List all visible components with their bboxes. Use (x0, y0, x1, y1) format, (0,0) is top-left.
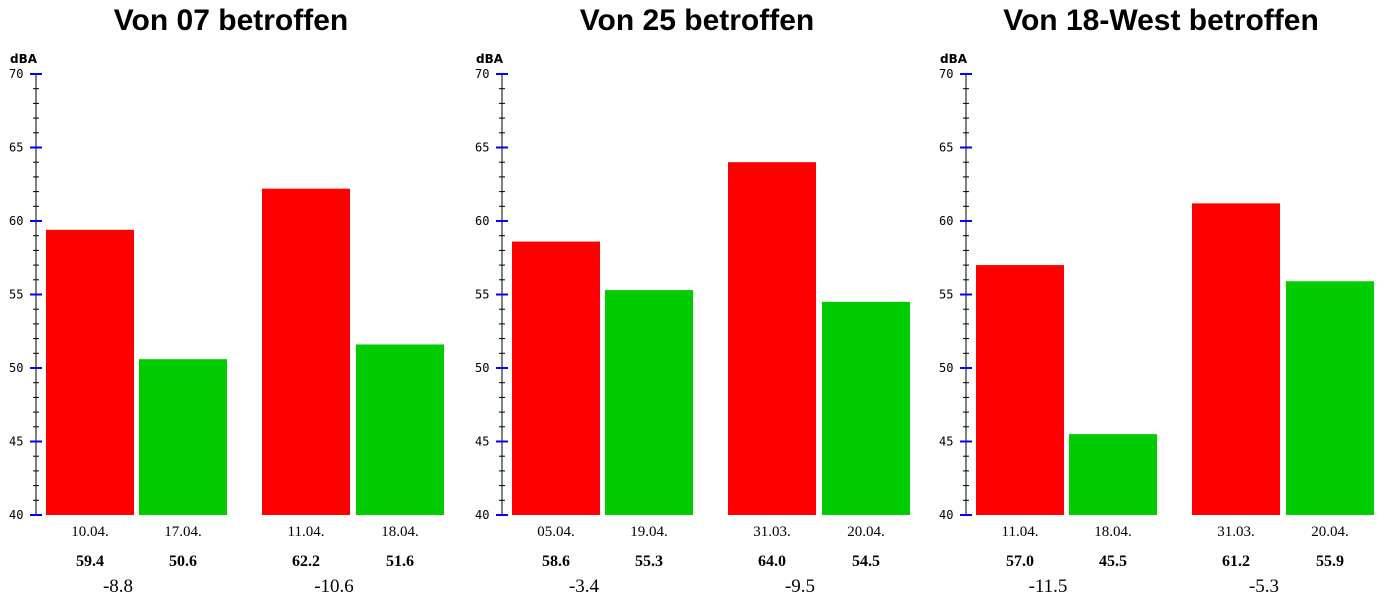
y-axis-tick-label: 45 (9, 435, 23, 449)
y-axis-unit-label: dBA (10, 52, 38, 66)
y-axis-tick-label: 40 (475, 508, 489, 522)
y-axis-tick-label: 55 (9, 288, 23, 302)
group-difference-label: -9.5 (785, 576, 815, 597)
y-axis-unit-label: dBA (940, 52, 968, 66)
chart-panel-2: Von 25 betroffen dBA 40 45 50 55 60 65 70 05.04.… (466, 0, 928, 598)
bar-chart-2: dBA 40 45 50 55 60 65 70 05.04. 58.6 19.04. 55.3 -3.… (475, 52, 910, 597)
y-axis-tick-label: 55 (475, 288, 489, 302)
chart-panel-3: Von 18-West betroffen dBA 40 45 50 55 60 65 70 1… (930, 0, 1388, 598)
bar-before (512, 241, 600, 515)
bar-value-label: 62.2 (292, 553, 320, 570)
bar-value-label: 58.6 (542, 553, 570, 570)
bar-after (605, 290, 693, 515)
y-axis-tick-label: 70 (475, 67, 489, 81)
y-axis-tick-label: 60 (475, 214, 489, 228)
y-axis-tick-label: 65 (9, 141, 23, 155)
y-axis-tick-label: 70 (9, 67, 23, 81)
bar-value-label: 45.5 (1099, 553, 1127, 570)
bar-date-label: 11.04. (288, 524, 325, 540)
group-difference-label: -8.8 (103, 576, 133, 597)
bar-value-label: 64.0 (758, 553, 786, 570)
y-axis-tick-label: 65 (475, 141, 489, 155)
bar-date-label: 17.04. (164, 524, 202, 540)
bar-after (356, 344, 444, 515)
y-axis-tick-label: 65 (939, 141, 953, 155)
bar-date-label: 10.04. (71, 524, 109, 540)
y-axis-tick-label: 50 (475, 361, 489, 375)
bar-date-label: 18.04. (381, 524, 419, 540)
y-axis-tick-label: 55 (939, 288, 953, 302)
bar-value-label: 55.3 (635, 553, 663, 570)
bar-date-label: 31.03. (1217, 524, 1255, 540)
bar-chart-3: dBA 40 45 50 55 60 65 70 11.04. 57.0 18.04. 45.5 -11… (939, 52, 1374, 597)
bar-date-label: 05.04. (537, 524, 575, 540)
y-axis-tick-label: 60 (939, 214, 953, 228)
y-axis-tick-label: 50 (9, 361, 23, 375)
y-axis-tick-label: 40 (939, 508, 953, 522)
bar-after (1286, 281, 1374, 515)
bar-date-label: 11.04. (1002, 524, 1039, 540)
bar-value-label: 50.6 (169, 553, 197, 570)
bar-before (46, 229, 134, 515)
group-difference-label: -5.3 (1249, 576, 1279, 597)
bar-before (976, 265, 1064, 515)
bar-value-label: 54.5 (852, 553, 880, 570)
group-difference-label: -10.6 (314, 576, 354, 597)
bar-date-label: 18.04. (1094, 524, 1132, 540)
y-axis-tick-label: 40 (9, 508, 23, 522)
bar-date-label: 19.04. (630, 524, 668, 540)
bar-after (822, 301, 910, 515)
bar-after (139, 359, 227, 515)
bar-value-label: 55.9 (1316, 553, 1344, 570)
bar-value-label: 61.2 (1222, 553, 1250, 570)
chart-title: Von 25 betroffen (579, 4, 815, 37)
bar-chart-1: dBA 40 45 50 55 60 65 70 10.04. 59.4 17.04. 50.6 -8.… (9, 52, 444, 597)
bar-value-label: 51.6 (386, 553, 414, 570)
y-axis-tick-label: 45 (939, 435, 953, 449)
chart-panel-1: Von 07 betroffen dBA 40 45 50 55 60 65 70 10.04.… (0, 0, 462, 598)
y-axis-tick-label: 70 (939, 67, 953, 81)
y-axis-tick-label: 50 (939, 361, 953, 375)
bar-before (1192, 203, 1280, 516)
chart-title: Von 18-West betroffen (1003, 4, 1319, 37)
y-axis-tick-label: 60 (9, 214, 23, 228)
bar-after (1069, 434, 1157, 515)
bar-value-label: 57.0 (1006, 553, 1034, 570)
bar-date-label: 20.04. (847, 524, 885, 540)
bar-value-label: 59.4 (76, 553, 104, 570)
group-difference-label: -11.5 (1029, 576, 1068, 597)
y-axis-unit-label: dBA (476, 52, 504, 66)
bar-date-label: 31.03. (753, 524, 791, 540)
bar-before (262, 188, 350, 515)
group-difference-label: -3.4 (569, 576, 600, 597)
bar-before (728, 162, 816, 515)
bar-date-label: 20.04. (1311, 524, 1349, 540)
chart-title: Von 07 betroffen (113, 4, 349, 37)
y-axis-tick-label: 45 (475, 435, 489, 449)
